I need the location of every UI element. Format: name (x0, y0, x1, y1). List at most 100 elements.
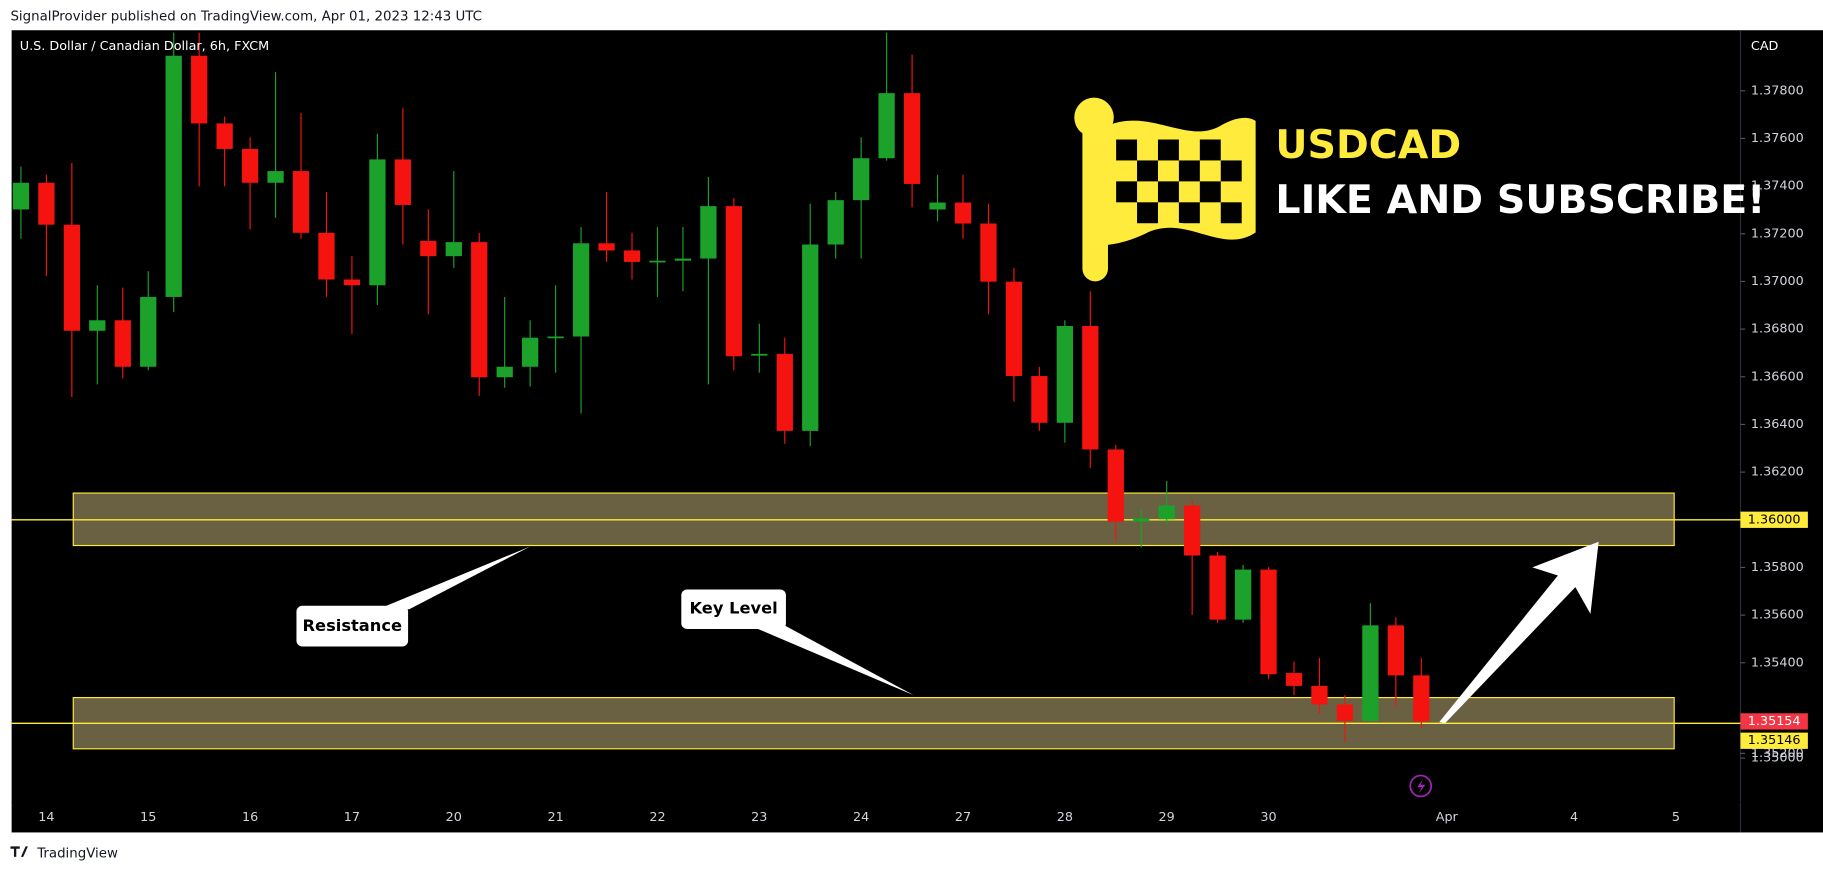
candle-body (1056, 326, 1073, 423)
symbol-title: U.S. Dollar / Canadian Dollar, 6h, FXCM (20, 39, 269, 54)
flag-icon (1074, 97, 1256, 282)
x-tick-label: 24 (853, 810, 869, 825)
symbol-headline: USDCAD (1275, 122, 1461, 168)
candle-body (598, 243, 615, 251)
key-level-label: Key Level (690, 599, 778, 618)
candle-body (929, 202, 946, 210)
x-tick-label: 21 (547, 810, 563, 825)
candle-body (292, 171, 310, 233)
lightning-icon (1409, 774, 1433, 798)
candle-body (63, 224, 80, 331)
x-tick-label: 5 (1672, 810, 1680, 825)
currency: CAD (1751, 39, 1779, 54)
x-tick-label: 15 (140, 810, 156, 825)
resistance-label: Resistance (303, 616, 402, 635)
y-tick-label: 1.36600 (1751, 369, 1804, 384)
x-tick-label: 4 (1570, 810, 1578, 825)
candle-body (623, 250, 641, 262)
arrow (1439, 541, 1599, 724)
candle-body (725, 206, 742, 357)
candle-body (980, 223, 997, 282)
candle-body (1133, 518, 1150, 522)
candle-body (38, 182, 55, 225)
candle-body (343, 279, 361, 286)
x-tick-label: 17 (344, 810, 360, 825)
y-tick-label: 1.35800 (1751, 560, 1804, 575)
x-tick-label: 27 (955, 810, 971, 825)
candle-body (853, 158, 870, 201)
price-label-box (1740, 511, 1808, 528)
candle-body (1234, 569, 1252, 620)
candle-body (89, 320, 106, 331)
candle-body (1184, 505, 1201, 556)
x-tick-label: 28 (1057, 810, 1073, 825)
candle-body (1362, 625, 1379, 721)
y-tick-label: 1.36400 (1751, 417, 1804, 432)
candle-body (878, 93, 895, 159)
callout-box (681, 589, 786, 630)
price-label-box (1740, 732, 1808, 749)
price-label-box (1740, 713, 1808, 730)
y-tick-label: 1.35600 (1751, 608, 1804, 623)
candle-body (496, 366, 513, 378)
x-tick-label: 30 (1260, 810, 1276, 825)
candle-body (522, 337, 539, 367)
price-label: 1.35146 (1748, 733, 1801, 748)
candle-body (1311, 685, 1328, 705)
candle-body (12, 182, 30, 210)
y-tick-label: 1.35400 (1751, 655, 1804, 670)
candle-body (165, 55, 182, 297)
candle-body (1031, 376, 1048, 423)
callout-box (296, 605, 409, 647)
x-tick-label: Apr (1436, 810, 1459, 825)
y-tick-label: 1.37400 (1751, 179, 1804, 194)
x-tick-label: 23 (751, 810, 767, 825)
candle-body (216, 123, 233, 149)
x-tick-label: 22 (649, 810, 665, 825)
candle-body (547, 336, 564, 339)
candle-body (1158, 505, 1175, 520)
candle-body (241, 148, 259, 183)
footer-background (0, 832, 1823, 872)
candle-body (1082, 326, 1099, 450)
candle-body (802, 244, 819, 431)
price-label: 1.35154 (1748, 714, 1801, 729)
candle-body (394, 159, 411, 205)
candle-body (1107, 449, 1124, 522)
x-tick-label: 20 (446, 810, 462, 825)
candle-body (445, 242, 462, 257)
candle-body (827, 200, 844, 245)
cta-headline: LIKE AND SUBSCRIBE! (1275, 177, 1765, 223)
candle-body (1387, 625, 1404, 676)
candle-body (649, 260, 666, 263)
y-tick-label: 1.37000 (1751, 274, 1804, 289)
y-tick-label: 1.37800 (1751, 83, 1804, 98)
candle-body (954, 202, 972, 224)
candle-body (267, 171, 284, 183)
candle-body (1413, 675, 1430, 722)
y-tick-label: 1.37200 (1751, 226, 1804, 241)
y-tick-label: 1.36200 (1751, 465, 1804, 480)
candle-body (751, 353, 768, 356)
y-tick-label: 1.36800 (1751, 322, 1804, 337)
y-tick-label: 1.35000 (1751, 751, 1804, 766)
candle-body (572, 243, 590, 337)
x-tick-label: 29 (1159, 810, 1175, 825)
x-tick-label: 14 (38, 810, 54, 825)
candle-body (114, 320, 131, 367)
y-tick-label: 1.37600 (1751, 131, 1804, 146)
candle-body (1285, 673, 1303, 686)
candle-body (903, 93, 921, 184)
candle-body (191, 55, 208, 124)
candle-body (1336, 704, 1354, 721)
x-tick-label: 16 (242, 810, 258, 825)
candle-body (1260, 569, 1277, 675)
candle-body (674, 258, 692, 261)
y-tick-label: 1.35200 (1751, 746, 1804, 761)
price-label: 1.36000 (1748, 512, 1801, 527)
candle-body (140, 296, 157, 367)
candle-body (1209, 555, 1226, 620)
candle-body (471, 242, 488, 378)
callout-tail (749, 625, 914, 696)
